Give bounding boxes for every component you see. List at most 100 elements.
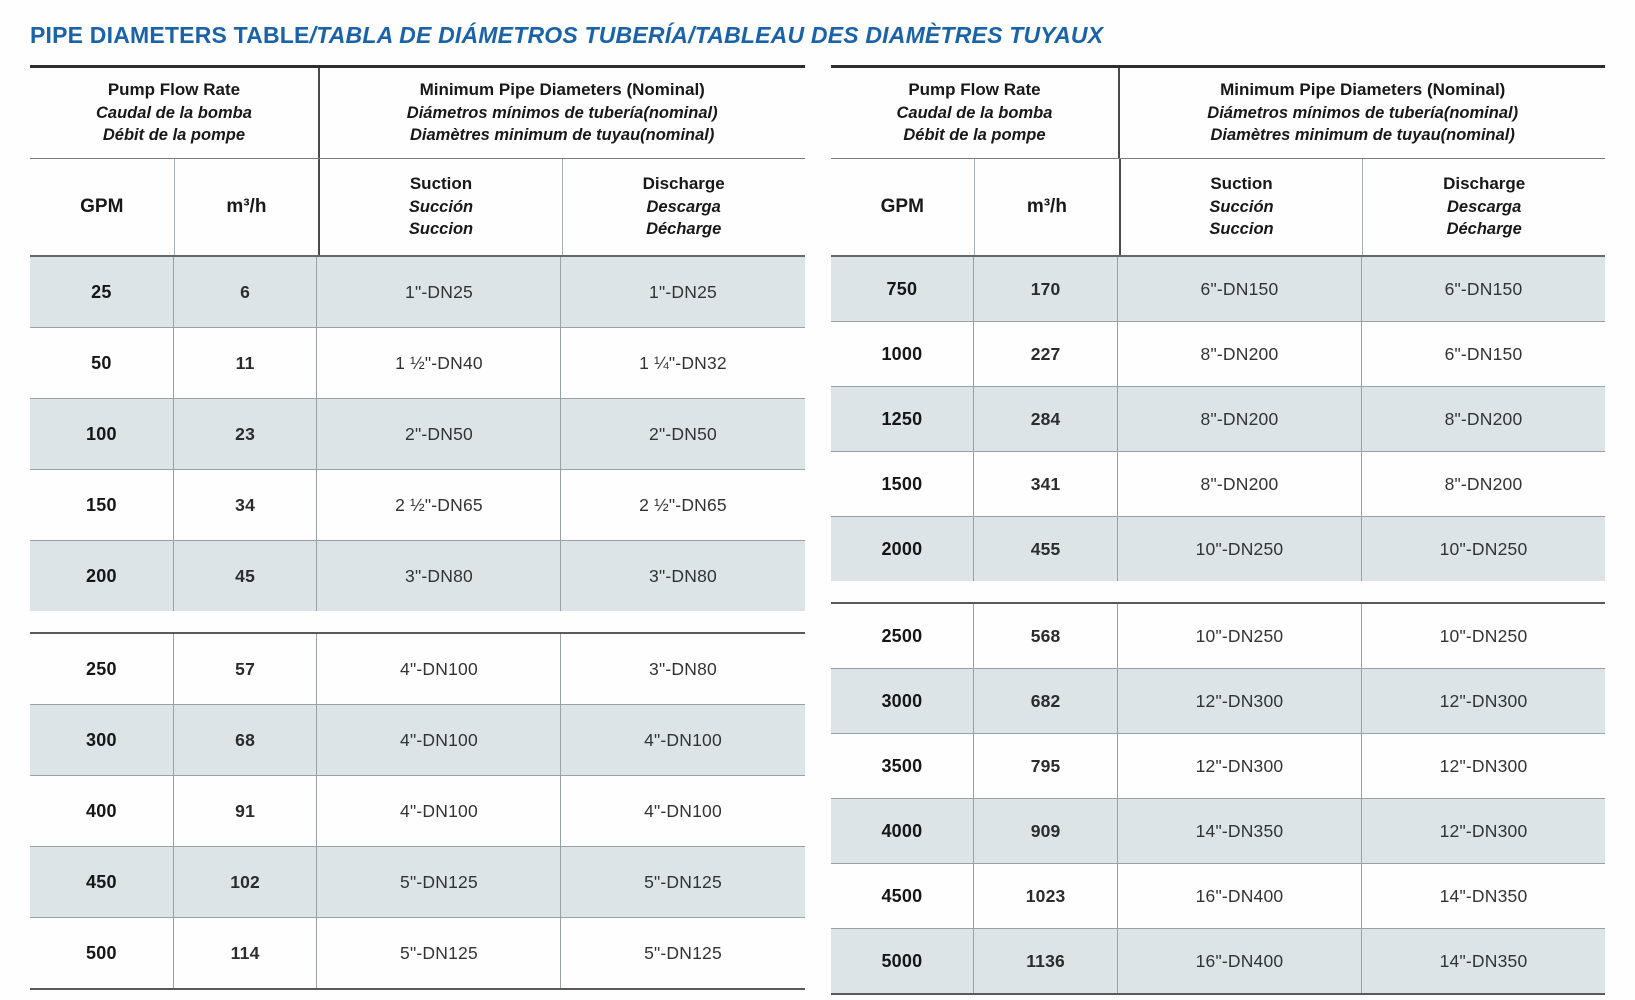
cell-m3h: 11 [174, 328, 318, 398]
cell-discharge: 6"-DN150 [1444, 343, 1523, 364]
column-discharge: Discharge Descarga Décharge [563, 159, 805, 255]
title-separator: / [688, 22, 695, 48]
cell-suction: 1"-DN25 [317, 257, 562, 327]
cell-suction: 12"-DN300 [1118, 669, 1362, 733]
page-title-fr: TABLEAU DES DIAMÈTRES TUYAUX [694, 22, 1104, 48]
cell-discharge: 10"-DN250 [1439, 538, 1528, 559]
column-gpm-label: GPM [80, 196, 124, 217]
cell-discharge: 3"-DN80 [649, 658, 717, 679]
column-m3h-label: m³/h [226, 196, 267, 217]
cell-gpm: 100 [30, 399, 174, 469]
column-suction-fr: Succion [1209, 220, 1274, 239]
column-discharge-es: Descarga [1447, 198, 1522, 217]
cell-m3h: 102 [174, 847, 318, 917]
cell-suction: 8"-DN200 [1118, 452, 1362, 516]
table-row: 1500 341 8"-DN200 8"-DN200 [830, 451, 1605, 516]
table-row: 150 34 2 ½"-DN65 2 ½"-DN65 [30, 469, 805, 540]
cell-m3h: 568 [974, 604, 1118, 668]
pipe-table-high-flow: Pump Flow Rate Caudal de la bomba Débit … [830, 65, 1606, 995]
cell-gpm: 50 [30, 328, 174, 398]
table-row: 200 45 3"-DN80 3"-DN80 [30, 540, 805, 611]
group-header: Pump Flow Rate Caudal de la bomba Débit … [830, 65, 1605, 159]
table-row: 2000 455 10"-DN250 10"-DN250 [830, 516, 1605, 581]
cell-m3h: 45 [174, 541, 318, 611]
cell-gpm: 3000 [831, 669, 975, 733]
pipe-table-low-flow: Pump Flow Rate Caudal de la bomba Débit … [30, 65, 805, 990]
cell-suction: 10"-DN250 [1118, 604, 1362, 668]
section-gap [831, 581, 1606, 602]
cell-m3h: 1023 [974, 864, 1118, 928]
header-diam-fr: Diamètres minimum de tuyau(nominal) [410, 126, 715, 145]
cell-m3h: 284 [974, 387, 1118, 451]
cell-suction: 2"-DN50 [317, 399, 562, 469]
cell-suction: 16"-DN400 [1118, 929, 1362, 993]
cell-gpm: 3500 [831, 734, 975, 798]
tables-container: Pump Flow Rate Caudal de la bomba Débit … [30, 65, 1605, 995]
column-suction-es: Succión [408, 198, 474, 217]
column-suction-en: Suction [409, 174, 473, 194]
cell-discharge: 4"-DN100 [644, 800, 722, 821]
cell-gpm: 500 [30, 918, 174, 988]
cell-m3h: 455 [974, 517, 1118, 581]
cell-suction: 10"-DN250 [1118, 517, 1362, 581]
cell-discharge: 8"-DN200 [1444, 473, 1523, 494]
cell-suction: 5"-DN125 [317, 918, 562, 988]
cell-suction: 3"-DN80 [317, 541, 562, 611]
cell-discharge: 2"-DN50 [649, 423, 717, 444]
column-gpm-label: GPM [880, 196, 924, 217]
cell-gpm: 4000 [831, 799, 975, 863]
column-discharge-es: Descarga [646, 198, 721, 217]
table-row: 4500 1023 16"-DN400 14"-DN350 [830, 863, 1605, 928]
cell-m3h: 6 [174, 257, 318, 327]
cell-suction: 4"-DN100 [317, 634, 562, 704]
column-header: GPM m³/h Suction Succión Succion Dischar… [830, 159, 1605, 257]
column-discharge-en: Discharge [642, 174, 725, 194]
column-m3h-label: m³/h [1026, 196, 1067, 217]
cell-discharge: 8"-DN200 [1444, 408, 1523, 429]
header-pump-flow-rate: Pump Flow Rate Caudal de la bomba Débit … [30, 68, 320, 158]
column-suction: Suction Succión Succion [320, 159, 563, 255]
cell-discharge: 12"-DN300 [1439, 690, 1528, 711]
cell-gpm: 2500 [831, 604, 975, 668]
column-discharge-fr: Décharge [1446, 220, 1522, 239]
cell-m3h: 34 [174, 470, 318, 540]
table-section-2: 250 57 4"-DN100 3"-DN80 300 68 4"-DN100 4"-DN10… [30, 632, 805, 990]
column-suction-fr: Succion [408, 220, 474, 239]
table-row: 2500 568 10"-DN250 10"-DN250 [831, 604, 1606, 668]
column-suction-es: Succión [1209, 198, 1274, 217]
column-gpm: GPM [30, 159, 175, 255]
table-row: 50 11 1 ½"-DN40 1 ¼"-DN32 [30, 327, 805, 398]
column-m3h: m³/h [175, 159, 321, 255]
header-flow-fr: Débit de la pompe [102, 126, 245, 145]
table-row: 25 6 1"-DN25 1"-DN25 [30, 257, 805, 327]
cell-m3h: 795 [974, 734, 1118, 798]
cell-suction: 14"-DN350 [1118, 799, 1362, 863]
cell-suction: 8"-DN200 [1118, 387, 1362, 451]
column-gpm: GPM [831, 159, 976, 255]
column-header: GPM m³/h Suction Succión Succion Dischar… [30, 159, 805, 257]
cell-gpm: 4500 [831, 864, 975, 928]
cell-gpm: 1000 [831, 322, 975, 386]
cell-discharge: 10"-DN250 [1439, 625, 1528, 646]
table-row: 4000 909 14"-DN350 12"-DN300 [830, 798, 1605, 863]
table-row: 300 68 4"-DN100 4"-DN100 [30, 704, 805, 775]
cell-gpm: 750 [831, 257, 975, 321]
table-row: 400 91 4"-DN100 4"-DN100 [30, 775, 805, 846]
column-discharge: Discharge Descarga Décharge [1363, 159, 1605, 255]
cell-gpm: 1250 [831, 387, 975, 451]
cell-suction: 6"-DN150 [1118, 257, 1362, 321]
section-gap [30, 611, 805, 632]
header-diam-en: Minimum Pipe Diameters (Nominal) [1220, 80, 1506, 100]
column-discharge-en: Discharge [1443, 174, 1526, 194]
cell-discharge: 1 ¼"-DN32 [639, 352, 727, 373]
table-row: 3000 682 12"-DN300 12"-DN300 [830, 668, 1605, 733]
cell-discharge: 2 ½"-DN65 [639, 494, 727, 515]
cell-m3h: 68 [174, 705, 318, 775]
cell-gpm: 25 [30, 257, 174, 327]
table-row: 100 23 2"-DN50 2"-DN50 [30, 398, 805, 469]
table-row: 3500 795 12"-DN300 12"-DN300 [830, 733, 1605, 798]
cell-m3h: 57 [174, 634, 318, 704]
header-pump-flow-rate: Pump Flow Rate Caudal de la bomba Débit … [831, 68, 1121, 158]
cell-discharge: 3"-DN80 [649, 565, 717, 586]
